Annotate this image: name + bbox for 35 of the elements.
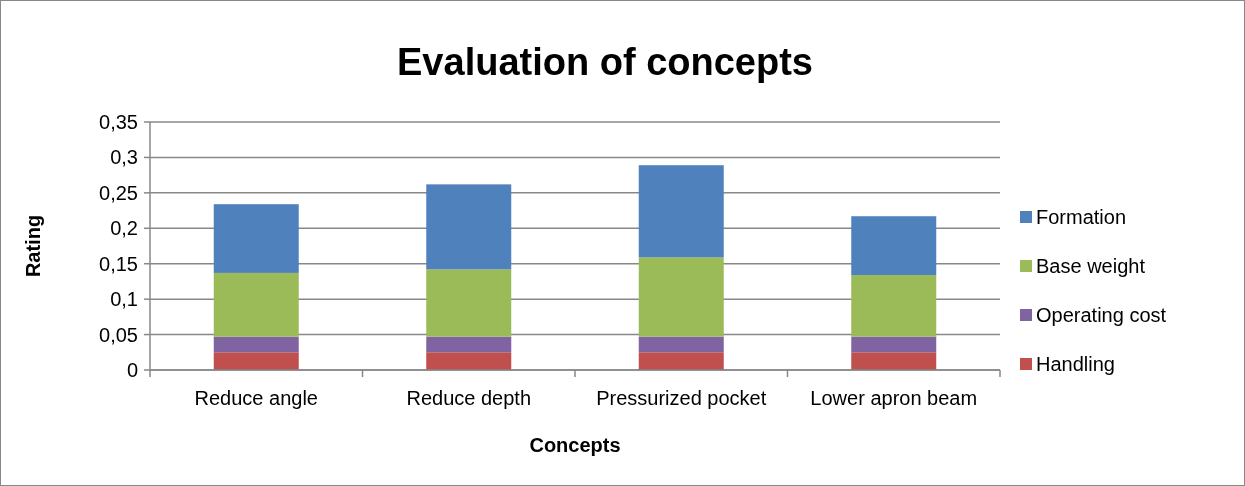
y-tick-label: 0,3	[110, 146, 138, 169]
y-tick-label: 0,35	[99, 111, 138, 133]
x-tick-label: Lower apron beam	[810, 387, 978, 409]
legend-label: Handling	[1036, 353, 1115, 375]
bar	[213, 352, 299, 370]
bar	[213, 204, 299, 273]
y-tick-label: 0,1	[110, 288, 138, 311]
y-tick-label: 0,05	[99, 323, 138, 346]
x-tick-label: Reduce depth	[406, 387, 532, 409]
bar	[426, 184, 512, 270]
bar	[426, 269, 512, 337]
bar	[426, 352, 512, 370]
legend-label: Formation	[1036, 206, 1127, 228]
y-axis-title: Rating	[22, 214, 44, 278]
bar	[426, 336, 512, 353]
bar	[638, 165, 724, 258]
bar	[213, 272, 299, 337]
y-tick-label: 0,2	[110, 217, 138, 240]
x-tick-label: Pressurized pocket	[596, 387, 767, 409]
chart-title: Evaluation of concepts	[397, 41, 813, 83]
legend-label: Base weight	[1036, 255, 1146, 277]
legend-label: Operating cost	[1036, 304, 1167, 326]
y-tick-label: 0	[126, 359, 138, 381]
bar	[851, 275, 937, 337]
y-tick-label: 0,15	[99, 252, 138, 275]
bar	[638, 352, 724, 370]
bar	[851, 352, 937, 370]
bar	[638, 257, 724, 337]
bar	[213, 336, 299, 353]
bar	[851, 216, 937, 276]
bar	[851, 336, 937, 353]
y-tick-label: 0,25	[99, 181, 138, 204]
bar	[638, 336, 724, 353]
x-tick-label: Reduce angle	[194, 387, 318, 409]
x-axis-title: Concepts	[529, 434, 621, 456]
